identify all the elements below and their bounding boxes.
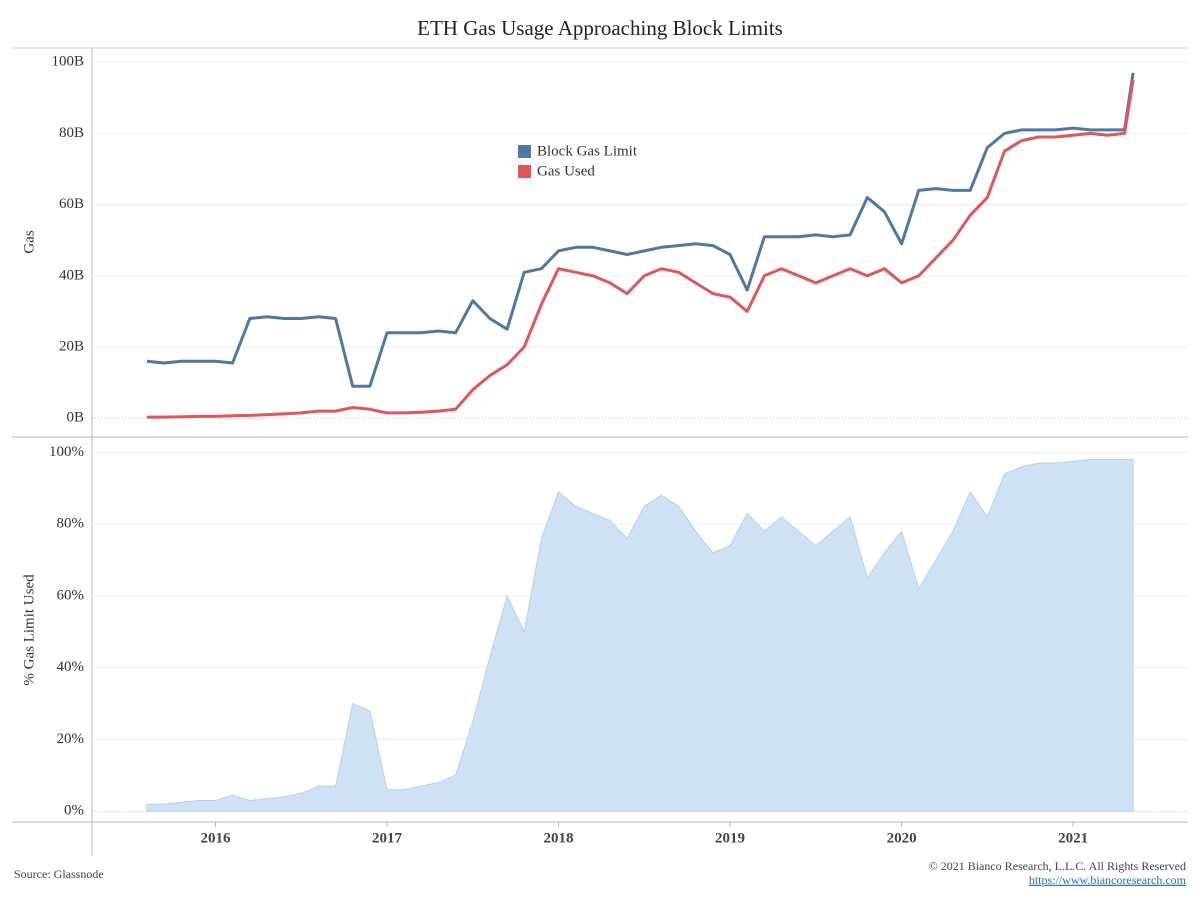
y-tick-label: 60B	[59, 196, 84, 212]
legend-swatch	[518, 145, 531, 158]
x-tick-label: 2019	[715, 830, 745, 846]
copyright: © 2021 Bianco Research, L.L.C. All Right…	[929, 859, 1186, 873]
y-axis-label: Gas	[21, 230, 37, 253]
y-tick-label: 80%	[57, 516, 85, 532]
y-tick-label: 0%	[64, 803, 84, 819]
x-tick-label: 2020	[887, 830, 917, 846]
y-tick-label: 0B	[66, 410, 84, 426]
line-series	[146, 72, 1135, 388]
y-tick-label: 60%	[57, 587, 85, 603]
y-tick-label: 100%	[49, 444, 84, 460]
line-series	[146, 79, 1135, 419]
chart-title: ETH Gas Usage Approaching Block Limits	[417, 16, 783, 40]
y-tick-label: 40%	[57, 659, 85, 675]
url: https://www.biancoresearch.com	[1029, 873, 1187, 887]
y-tick-label: 20B	[59, 338, 84, 354]
y-tick-label: 100B	[51, 54, 84, 70]
x-tick-label: 2016	[200, 830, 231, 846]
x-tick-label: 2021	[1058, 830, 1088, 846]
legend-swatch	[518, 165, 531, 178]
y-tick-label: 80B	[59, 125, 84, 141]
x-tick-label: 2018	[544, 830, 574, 846]
legend-label: Block Gas Limit	[537, 143, 638, 159]
y-tick-label: 40B	[59, 267, 84, 283]
source: Source: Glassnode	[14, 867, 104, 881]
legend-label: Gas Used	[537, 163, 595, 179]
area-series	[146, 459, 1134, 812]
y-tick-label: 20%	[57, 731, 85, 747]
x-tick-label: 2017	[372, 830, 403, 846]
y-axis-label: % Gas Limit Used	[21, 574, 37, 686]
